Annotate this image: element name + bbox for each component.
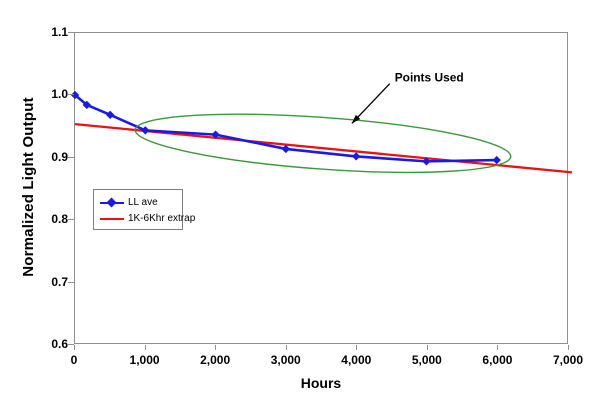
legend-item-extrap: 1K-6Khr extrap [100,210,195,226]
x-tick-mark [426,345,428,350]
x-tick-mark [356,345,358,350]
x-tick-label: 4,000 [341,353,372,367]
data-point-marker [492,155,501,165]
data-point-marker [422,157,431,166]
data-point-marker [351,152,361,161]
y-tick-label: 0.8 [51,212,68,227]
legend-line-diamond-icon [100,197,124,207]
x-tick-label: 6,000 [482,353,513,367]
x-tick-label: 3,000 [270,353,301,367]
y-axis-title: Normalized Light Output [20,97,37,277]
x-tick-label: 1,000 [129,353,160,367]
x-tick-mark [285,345,287,350]
x-axis-title: Hours [300,375,342,391]
points-used-label: Points Used [395,71,464,85]
y-tick-label: 1.0 [51,87,68,102]
data-point-marker [141,126,150,135]
y-tick-mark [68,344,74,345]
annotation-arrowhead [351,114,361,124]
data-point-marker [70,90,80,100]
y-tick-label: 0.6 [51,337,68,351]
plot-canvas: Points Used [70,71,573,174]
x-tick-label: 2,000 [200,353,231,367]
y-tick-label: 1.1 [51,25,68,39]
data-point-marker [105,110,115,120]
x-tick-mark [144,345,146,350]
x-tick-label: 5,000 [411,353,442,367]
x-tick-mark [215,345,217,350]
legend: LL ave 1K-6Khr extrap [93,189,195,230]
plot-area: Points Used LL ave 1K-6Khr extrap [70,32,573,344]
data-point-marker [211,130,220,139]
legend-line-icon [100,214,124,223]
legend-label-extrap: 1K-6Khr extrap [128,212,196,224]
data-point-marker [82,100,91,110]
y-tick-label: 0.7 [51,274,68,289]
x-tick-mark [497,345,499,350]
x-tick-mark [74,345,75,350]
x-tick-label: 0 [70,353,78,367]
x-tick-label: 7,000 [552,353,584,367]
annotation-arrow [351,83,391,124]
y-tick-label: 0.9 [51,149,68,164]
highlight-ellipse [134,113,512,174]
legend-item-ll-ave: LL ave [100,194,182,210]
legend-label-ll-ave: LL ave [128,196,158,208]
x-tick-mark [568,345,569,350]
